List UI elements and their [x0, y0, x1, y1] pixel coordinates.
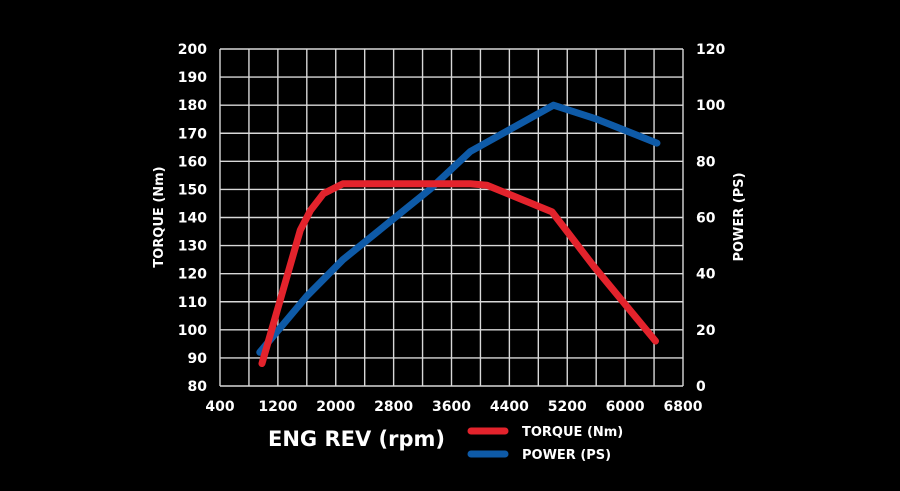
y-tick-label: 80	[188, 379, 208, 395]
y2-tick-label: 80	[696, 154, 716, 170]
y2-tick-label: 40	[696, 267, 716, 283]
y-tick-label: 160	[178, 154, 207, 170]
x-tick-label: 5200	[548, 399, 587, 415]
series-lines	[256, 101, 661, 368]
y-tick-label: 180	[178, 98, 207, 114]
y-tick-label: 110	[178, 295, 207, 311]
y-tick-label: 130	[178, 239, 207, 255]
x-tick-label: 6800	[664, 399, 703, 415]
y-tick-label: 90	[188, 351, 208, 367]
power-line	[256, 101, 661, 356]
legend: TORQUE (Nm) POWER (PS)	[467, 425, 623, 463]
x-axis-title: ENG REV (rpm)	[268, 427, 445, 451]
y-tick-label: 200	[178, 42, 207, 58]
torque-line	[258, 180, 660, 368]
y-tick-label: 120	[178, 267, 207, 283]
x-tick-label: 400	[205, 399, 234, 415]
y-tick-label: 100	[178, 323, 207, 339]
y2-tick-label: 120	[696, 42, 725, 58]
x-tick-label: 2800	[374, 399, 413, 415]
y2-tick-label: 20	[696, 323, 716, 339]
x-tick-label: 3600	[432, 399, 471, 415]
y-tick-label: 140	[178, 211, 207, 227]
x-tick-label: 6000	[606, 399, 645, 415]
grid	[219, 48, 684, 387]
y2-tick-label: 0	[696, 379, 706, 395]
x-tick-label: 4400	[490, 399, 529, 415]
y-tick-label: 190	[178, 70, 207, 86]
x-tick-label: 1200	[258, 399, 297, 415]
y2-tick-label: 100	[696, 98, 725, 114]
y2-axis-label-power: POWER (PS)	[732, 172, 747, 261]
x-tick-label: 2000	[316, 399, 355, 415]
tick-labels: 400 1200 2000 2800 3600 4400 5200 6000 680080901…	[178, 42, 726, 415]
y-axis-label-torque: TORQUE (Nm)	[152, 166, 167, 267]
y-tick-label: 170	[178, 126, 207, 142]
y2-tick-label: 60	[696, 211, 716, 227]
y-tick-label: 150	[178, 182, 207, 198]
legend-label-torque: TORQUE (Nm)	[522, 425, 623, 440]
legend-label-power: POWER (PS)	[522, 448, 611, 463]
